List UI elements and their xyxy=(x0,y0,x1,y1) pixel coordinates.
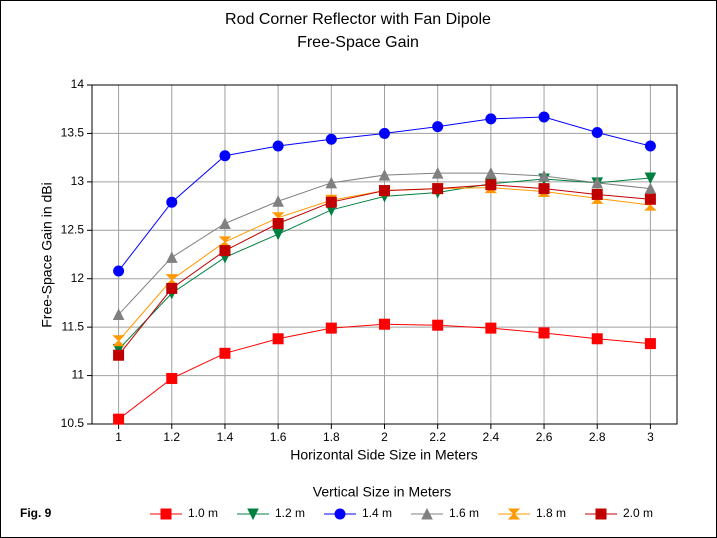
y-tick-label: 14 xyxy=(71,77,85,91)
marker xyxy=(421,507,433,520)
legend-label: 1.4 m xyxy=(362,506,392,520)
marker xyxy=(219,347,231,359)
x-tick-label: 2.2 xyxy=(429,430,446,444)
marker xyxy=(272,218,284,230)
marker xyxy=(644,338,656,350)
plot-border xyxy=(91,84,678,425)
marker xyxy=(325,196,337,208)
x-tick-label: 3 xyxy=(647,430,654,444)
legend-title: Vertical Size in Meters xyxy=(313,484,452,500)
marker xyxy=(644,193,656,205)
marker xyxy=(378,168,391,181)
y-tick-label: 11 xyxy=(72,368,85,382)
marker xyxy=(644,140,656,152)
marker xyxy=(219,150,231,162)
marker xyxy=(166,282,178,294)
x-tick-label: 2.6 xyxy=(536,430,553,444)
figure-label: Fig. 9 xyxy=(20,506,52,520)
y-tick-label: 13.5 xyxy=(61,126,85,140)
chart-subtitle: Free-Space Gain xyxy=(297,34,419,51)
marker xyxy=(325,176,338,189)
y-tick-label: 12 xyxy=(71,271,85,285)
x-tick-label: 2.8 xyxy=(589,430,606,444)
chart-title: Rod Corner Reflector with Fan Dipole xyxy=(225,11,491,28)
legend-label: 2.0 m xyxy=(623,506,653,520)
marker xyxy=(166,196,178,208)
marker xyxy=(325,322,337,334)
x-tick-label: 1 xyxy=(115,430,122,444)
marker xyxy=(219,217,231,230)
marker xyxy=(160,508,172,520)
marker xyxy=(591,188,603,200)
marker xyxy=(379,127,390,139)
marker xyxy=(538,327,550,339)
marker xyxy=(432,319,444,331)
legend-label: 1.2 m xyxy=(275,506,305,520)
y-axis-label: Free-Space Gain in dBi xyxy=(39,182,55,328)
marker xyxy=(595,508,607,520)
marker xyxy=(112,335,125,347)
marker xyxy=(507,508,521,520)
x-tick-label: 1.4 xyxy=(217,430,234,444)
marker xyxy=(591,176,604,189)
marker xyxy=(591,333,603,345)
marker xyxy=(485,322,497,334)
marker xyxy=(485,179,497,191)
marker xyxy=(219,245,231,257)
y-tick-label: 12.5 xyxy=(61,222,85,236)
x-tick-label: 1.2 xyxy=(163,430,180,444)
marker xyxy=(431,167,444,179)
marker xyxy=(113,265,125,277)
marker xyxy=(272,333,284,345)
x-tick-label: 1.8 xyxy=(323,430,340,444)
marker xyxy=(334,508,346,520)
marker xyxy=(432,183,444,195)
marker xyxy=(432,121,444,133)
marker xyxy=(538,183,550,195)
x-tick-label: 2.4 xyxy=(483,430,500,444)
marker xyxy=(485,113,497,125)
marker xyxy=(272,140,284,152)
legend-label: 1.6 m xyxy=(449,506,479,520)
marker xyxy=(379,185,390,197)
marker xyxy=(272,195,284,207)
y-tick-label: 10.5 xyxy=(61,416,85,430)
legend-label: 1.0 m xyxy=(188,506,218,520)
y-tick-label: 13 xyxy=(71,174,85,188)
marker xyxy=(112,308,125,321)
marker xyxy=(247,508,259,521)
marker xyxy=(485,167,497,179)
marker xyxy=(538,111,550,123)
marker xyxy=(113,349,125,361)
marker xyxy=(325,133,337,145)
marker xyxy=(644,172,657,185)
marker xyxy=(165,251,178,263)
marker xyxy=(272,228,284,241)
marker xyxy=(644,182,657,195)
legend-label: 1.8 m xyxy=(536,506,566,520)
y-tick-label: 11.5 xyxy=(62,319,85,333)
x-tick-label: 2 xyxy=(381,430,388,444)
marker xyxy=(113,413,125,425)
marker xyxy=(538,169,550,182)
marker xyxy=(166,372,178,384)
marker xyxy=(591,126,603,138)
x-tick-label: 1.6 xyxy=(270,430,287,444)
x-axis-label: Horizontal Side Size in Meters xyxy=(290,447,478,463)
marker xyxy=(379,318,390,330)
